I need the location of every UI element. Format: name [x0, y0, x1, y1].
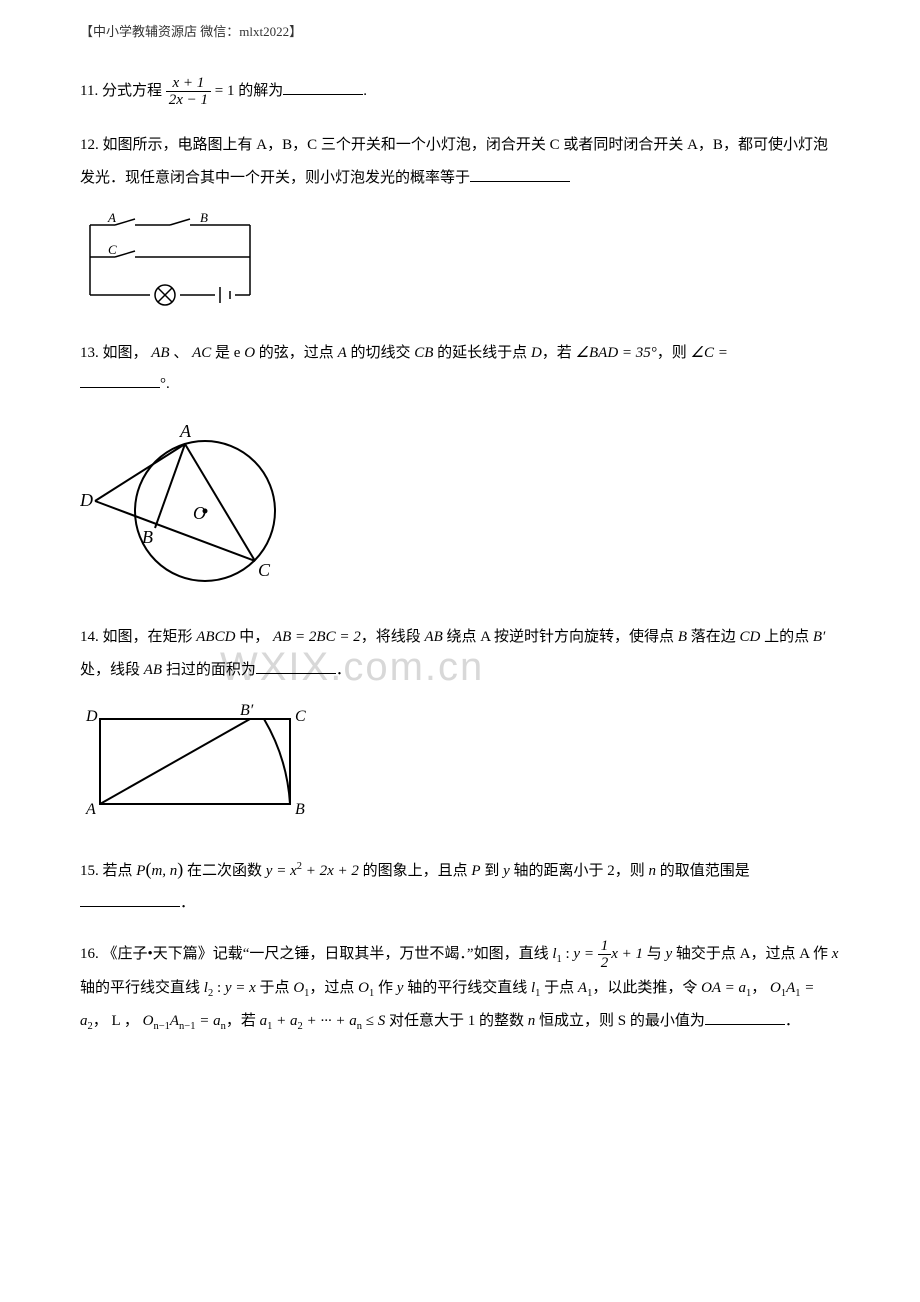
- svg-text:C: C: [295, 708, 306, 725]
- fraction: 12: [598, 938, 612, 972]
- svg-text:B: B: [200, 210, 208, 225]
- answer-blank: [256, 658, 336, 674]
- rectangle-diagram: D B′ C A B: [80, 699, 840, 830]
- period: .: [363, 83, 367, 99]
- segment-ac: AC: [192, 345, 211, 361]
- problem-15: 15. 若点 P(m, n) 在二次函数 y = x2 + 2x + 2 的图象…: [80, 850, 840, 918]
- problem-number: 13.: [80, 345, 99, 361]
- problem-16: 16. 《庄子•天下篇》记载“一尺之锤，日取其半，万世不竭．”如图，直线 l1 …: [80, 938, 840, 1038]
- svg-text:C: C: [258, 560, 271, 580]
- problem-12: 12. 如图所示，电路图上有 A，B，C 三个开关和一个小灯泡，闭合开关 C 或…: [80, 129, 840, 318]
- text: 如图，: [103, 345, 148, 361]
- svg-text:O: O: [193, 503, 206, 523]
- svg-text:C: C: [108, 242, 117, 257]
- text: 的解为: [238, 83, 283, 99]
- equals: = 1: [215, 83, 235, 99]
- circle-diagram: A B C D O: [80, 411, 840, 602]
- problem-13: 13. 如图， AB 、 AC 是 e O 的弦，过点 A 的切线交 CB 的延…: [80, 337, 840, 601]
- degree: °.: [160, 376, 170, 392]
- problem-number: 15.: [80, 863, 99, 879]
- problem-14: WXIX.com.cn 14. 如图，在矩形 ABCD 中， AB = 2BC …: [80, 621, 840, 830]
- svg-text:B′: B′: [240, 702, 254, 719]
- svg-text:D: D: [85, 708, 98, 725]
- problem-number: 11.: [80, 83, 98, 99]
- answer-blank: [705, 1009, 785, 1025]
- text: 分式方程: [102, 83, 162, 99]
- circuit-diagram: A B C: [80, 207, 840, 318]
- svg-text:A: A: [179, 421, 192, 441]
- page-header: 【中小学教辅资源店 微信：mlxt2022】: [80, 20, 840, 45]
- answer-blank: [80, 372, 160, 388]
- problem-number: 16.: [80, 946, 99, 962]
- answer-blank: [283, 79, 363, 95]
- svg-text:B: B: [295, 801, 305, 818]
- svg-text:A: A: [85, 801, 96, 818]
- text: 如图所示，电路图上有 A，B，C 三个开关和一个小灯泡，闭合开关 C 或者同时闭…: [80, 137, 828, 186]
- answer-blank: [470, 166, 570, 182]
- answer-blank: [80, 891, 180, 907]
- svg-text:A: A: [107, 210, 116, 225]
- segment-ab: AB: [151, 345, 169, 361]
- fraction: x + 1 2x − 1: [166, 75, 211, 109]
- svg-text:D: D: [80, 490, 93, 510]
- problem-number: 14.: [80, 629, 99, 645]
- svg-text:B: B: [142, 527, 153, 547]
- problem-number: 12.: [80, 137, 99, 153]
- problem-11: 11. 分式方程 x + 1 2x − 1 = 1 的解为.: [80, 75, 840, 109]
